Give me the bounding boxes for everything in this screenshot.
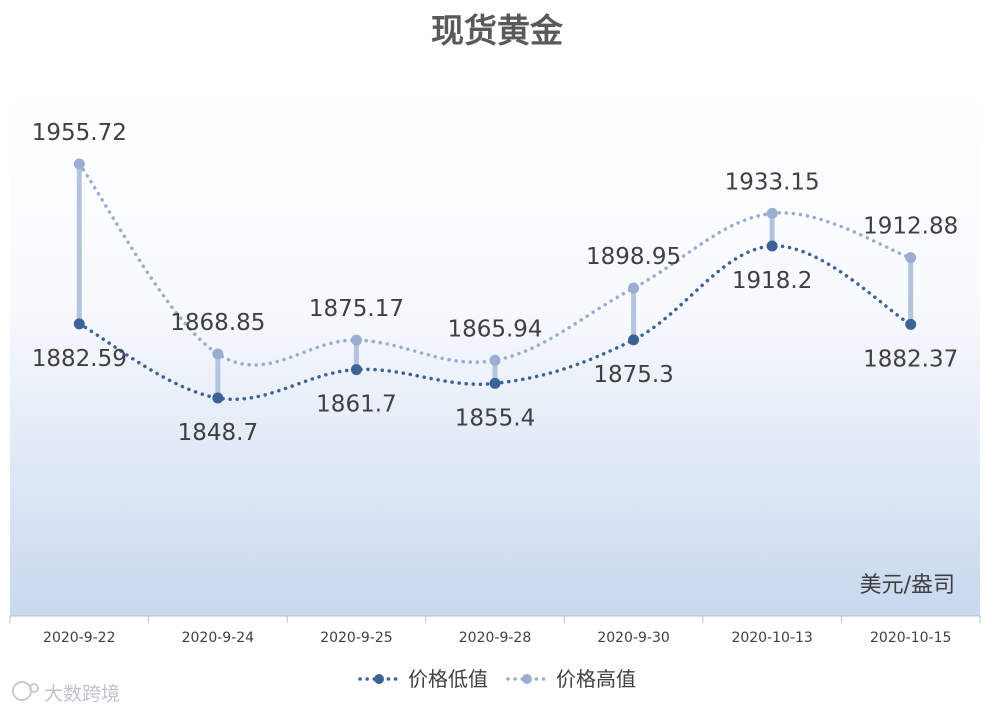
data-label-high: 1868.85 xyxy=(170,310,265,336)
x-tick-label: 2020-9-25 xyxy=(320,630,392,646)
x-tick-label: 2020-9-30 xyxy=(597,630,669,646)
watermark-logo-icon xyxy=(12,681,32,701)
legend-label-low: 价格低值 xyxy=(408,667,488,691)
data-point-low xyxy=(73,318,85,330)
data-point-low xyxy=(350,364,362,376)
legend-marker-high xyxy=(522,674,532,684)
data-point-low xyxy=(489,377,501,389)
data-label-high: 1875.17 xyxy=(309,296,404,322)
data-point-high xyxy=(212,348,224,360)
data-label-low: 1861.7 xyxy=(316,392,396,418)
legend-item-low: 价格低值 xyxy=(358,667,488,691)
data-point-low xyxy=(905,318,917,330)
data-label-low: 1855.4 xyxy=(455,405,535,431)
data-label-high: 1912.88 xyxy=(863,214,958,240)
x-tick-label: 2020-10-13 xyxy=(731,630,812,646)
data-label-high: 1955.72 xyxy=(32,120,127,146)
data-point-low xyxy=(628,334,640,346)
data-label-high: 1898.95 xyxy=(586,244,681,270)
x-tick-label: 2020-9-22 xyxy=(43,630,115,646)
x-tick-label: 2020-10-15 xyxy=(870,630,951,646)
x-axis: 2020-9-22 2020-9-24 2020-9-25 2020-9-28 2020… xyxy=(9,615,981,646)
data-label-low: 1875.3 xyxy=(593,362,673,388)
data-point-high xyxy=(905,252,917,264)
plot-area-background xyxy=(10,90,980,616)
data-labels: 1955.72 1868.85 1875.17 1865.94 1898.95 1933.… xyxy=(32,120,959,446)
data-label-low: 1918.2 xyxy=(732,268,812,294)
data-label-low: 1848.7 xyxy=(178,420,258,446)
data-label-low: 1882.59 xyxy=(32,346,127,372)
data-point-high xyxy=(766,207,778,219)
data-point-high xyxy=(73,158,85,170)
data-point-low xyxy=(212,392,224,404)
legend-label-high: 价格高值 xyxy=(556,667,636,691)
chart-title: 现货黄金 xyxy=(431,11,564,50)
data-label-low: 1882.37 xyxy=(863,346,958,372)
data-point-low xyxy=(766,240,778,252)
data-point-high xyxy=(628,282,640,294)
legend: 价格低值 价格高值 xyxy=(358,667,636,691)
legend-item-high: 价格高值 xyxy=(506,667,636,691)
unit-label: 美元/盎司 xyxy=(860,573,955,598)
watermark-logo-icon-dot xyxy=(29,683,39,693)
watermark: 大数跨境 xyxy=(12,681,120,705)
x-tick-label: 2020-9-28 xyxy=(459,630,531,646)
data-point-high xyxy=(350,334,362,346)
legend-marker-low xyxy=(374,674,384,684)
watermark-text: 大数跨境 xyxy=(44,683,120,705)
data-label-high: 1865.94 xyxy=(447,316,542,342)
data-point-high xyxy=(489,354,501,366)
x-tick-label: 2020-9-24 xyxy=(182,630,255,646)
series-layer xyxy=(73,158,917,404)
data-label-high: 1933.15 xyxy=(725,169,820,195)
